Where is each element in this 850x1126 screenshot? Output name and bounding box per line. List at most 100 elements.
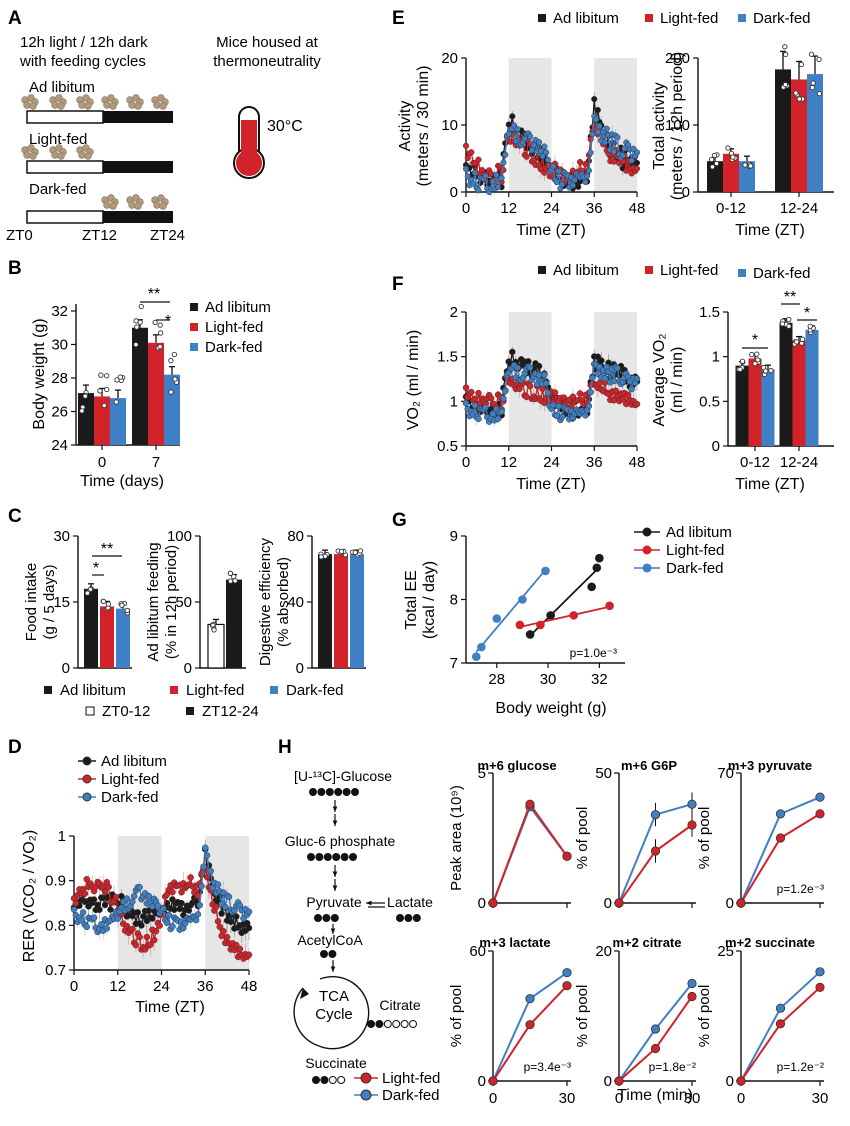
data-point <box>138 303 144 310</box>
y-tick-label: 0 <box>62 660 70 677</box>
data-point <box>543 149 550 156</box>
data-point <box>509 113 516 120</box>
data-point <box>232 941 240 949</box>
food-pellet-icon <box>21 144 39 160</box>
x-tick-label: 12 <box>500 200 517 217</box>
data-point <box>169 923 176 930</box>
arrow-head <box>332 806 338 812</box>
data-point <box>124 607 130 614</box>
pellet-piece <box>134 102 142 110</box>
y-tick-label: 0 <box>682 184 690 201</box>
tracing-subplot-m3-pyruvate: 70 0 % of pool m+3 pyruvate p=1.2e⁻³ <box>696 758 825 912</box>
data-point <box>633 149 641 156</box>
data-point <box>779 321 786 327</box>
panel-e-legend-light: Light-fed <box>660 10 718 27</box>
subplot-pvalue: p=3.4e⁻³ <box>524 1060 571 1074</box>
panel-f-bar-ylabel-2: (ml / min) <box>669 347 686 414</box>
data-point <box>101 888 109 895</box>
data-point <box>562 851 572 861</box>
panel-f-legend-ad: Ad libitum <box>553 262 619 279</box>
y-tick-label: 60 <box>469 943 486 960</box>
data-point <box>169 888 176 896</box>
data-point <box>83 876 91 883</box>
y-tick-label: 0 <box>184 660 192 677</box>
data-point <box>544 156 551 163</box>
panel-c-legend: Ad libitum Light-fed Dark-fed ZT0-12 ZT1… <box>44 682 344 720</box>
panel-c-sig-1: ** <box>101 541 113 558</box>
series-line-light-fed <box>618 824 693 904</box>
pathway-pyruvate: Pyruvate <box>306 894 361 910</box>
x-tick-label: 48 <box>629 454 646 471</box>
pathway-tca-1: TCA <box>319 988 349 1005</box>
carbon-atom <box>323 853 332 861</box>
panel-e-bar-plot: 200 100 0 0-12 12-24 <box>665 44 834 217</box>
feeding-schedules <box>21 94 173 224</box>
data-point <box>598 357 605 364</box>
panel-a: A 12h light / 12h dark with feeding cycl… <box>6 8 321 244</box>
tracing-subplot-m2-succinate: 25 00 30 % of pool m+2 succinate p=1.2e⁻² <box>696 935 828 1107</box>
x-tick-label: 30 <box>812 1090 829 1107</box>
data-point <box>544 389 552 397</box>
schedule-light-bar <box>26 160 104 174</box>
data-point <box>232 913 240 920</box>
data-point <box>79 408 85 414</box>
panel-d-ylabel: RER (VCO₂ / VO₂) <box>21 830 38 962</box>
carbon-atom <box>334 788 343 796</box>
data-point <box>553 179 560 186</box>
data-point <box>587 388 594 396</box>
subplot-ylabel: % of pool <box>574 807 591 870</box>
data-point <box>633 375 641 382</box>
panel-c-sig-2: * <box>93 560 99 577</box>
data-point <box>90 914 98 921</box>
y-tick-label: 0 <box>296 660 304 677</box>
y-tick-label: 28 <box>51 370 68 387</box>
x-tick-label: 24 <box>543 200 560 217</box>
data-point <box>709 164 716 170</box>
pellet-piece <box>29 102 37 110</box>
panel-g-legend: Ad libitum Light-fed Dark-fed <box>634 524 732 577</box>
data-point <box>541 371 548 379</box>
x-tick-label: 28 <box>488 671 505 688</box>
data-point <box>202 844 209 852</box>
data-point <box>512 138 519 145</box>
data-point <box>129 925 136 933</box>
data-point <box>571 176 578 184</box>
data-point <box>154 902 162 910</box>
y-tick-label: 100 <box>167 528 192 545</box>
panel-g-pvalue: p=1.0e⁻³ <box>570 646 617 660</box>
panel-f-xlabel: Time (ZT) <box>516 476 586 493</box>
data-point <box>786 323 792 329</box>
data-point <box>555 402 562 410</box>
panel-d: D 1 0.9 0.8 0.70 12 24 36 48 RER (VCO₂ / VO₂) T… <box>8 737 257 1016</box>
data-point <box>207 867 214 875</box>
data-point <box>502 151 509 158</box>
subplot-title: m+2 citrate <box>612 935 681 950</box>
bar-food-ad-libitum <box>84 588 98 668</box>
data-point <box>214 881 222 888</box>
bar-light-fed-day7 <box>148 342 164 445</box>
data-point <box>114 377 120 383</box>
data-point <box>539 153 546 160</box>
data-point <box>630 145 637 152</box>
thermometer-icon <box>233 106 265 179</box>
data-point <box>227 570 234 577</box>
data-point <box>569 611 579 620</box>
data-point <box>775 1003 786 1013</box>
panel-c-legend-zt0-12: ZT0-12 <box>102 703 150 720</box>
carbon-atom <box>320 1076 329 1084</box>
pathway-citrate: Citrate <box>379 997 420 1013</box>
x-tick-label: 24 <box>153 978 170 995</box>
arrow-head <box>330 928 336 934</box>
data-point <box>227 578 234 584</box>
data-point <box>535 362 543 370</box>
bar-activity-light-fed-0-12 <box>723 153 739 192</box>
carbon-atom <box>404 914 413 922</box>
data-point <box>527 133 534 140</box>
y-tick-label: 20 <box>595 943 612 960</box>
data-point <box>523 153 530 160</box>
data-point <box>587 149 594 156</box>
panel-d-plot: 1 0.9 0.8 0.70 12 24 36 48 <box>45 828 257 995</box>
x-tick-label: 12 <box>109 978 126 995</box>
data-point <box>582 160 589 167</box>
